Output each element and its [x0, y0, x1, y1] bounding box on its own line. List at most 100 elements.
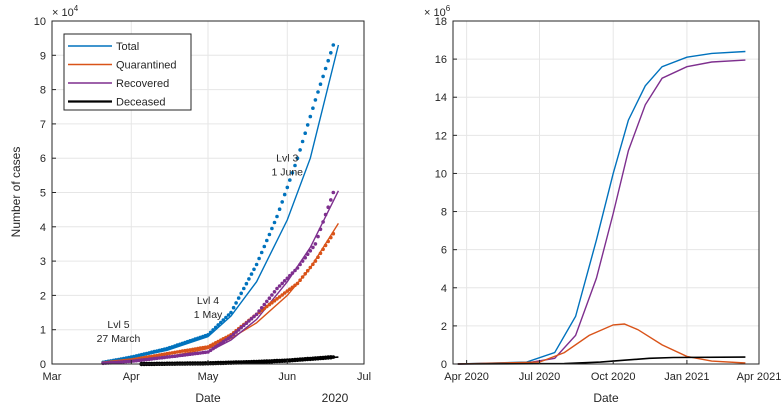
data-point	[170, 354, 174, 359]
y-tick-label: 0	[441, 359, 447, 371]
annotation-label: Lvl 3	[276, 153, 298, 165]
data-point	[313, 259, 318, 263]
data-point	[308, 114, 313, 119]
data-point	[167, 355, 172, 359]
y-tick-label: 3	[40, 256, 46, 268]
data-point	[303, 131, 308, 135]
data-point	[267, 232, 272, 237]
data-point	[303, 255, 308, 260]
series-line	[457, 59, 746, 365]
data-point	[290, 171, 295, 175]
data-point	[265, 238, 269, 243]
legend-label: Recovered	[116, 78, 169, 90]
data-point	[280, 293, 285, 297]
y-tick-label: 10	[435, 168, 447, 180]
data-point	[285, 185, 290, 190]
data-point	[236, 328, 241, 332]
y-tick-label: 8	[40, 85, 46, 97]
right-grid	[453, 20, 760, 365]
y-tick-label: 16	[435, 54, 447, 66]
y-tick-label: 6	[40, 153, 46, 165]
left-y-label: Number of cases	[9, 147, 23, 238]
y-tick-label: 2	[441, 321, 447, 333]
left-x-label: Date	[195, 391, 221, 405]
data-point	[119, 360, 123, 364]
data-point	[323, 212, 328, 217]
data-point	[321, 247, 325, 252]
data-point	[311, 245, 315, 250]
data-point	[114, 360, 118, 365]
data-point	[295, 281, 300, 286]
data-point	[236, 296, 241, 300]
data-point	[285, 289, 290, 293]
x-tick-label: May	[198, 371, 219, 383]
data-point	[211, 328, 215, 332]
data-point	[311, 106, 315, 110]
data-point	[282, 291, 287, 295]
right-chart: 0 2 4 6 8 10 12 14 16 18 Apr 2020 Jul 2020 Oct 2020…	[424, 4, 781, 405]
data-point	[331, 231, 336, 236]
data-point	[134, 358, 139, 363]
y-tick-label: 5	[40, 188, 46, 200]
y-tick-label: 14	[435, 92, 447, 104]
data-point	[257, 309, 261, 313]
data-point	[331, 355, 336, 359]
legend-label: Total	[116, 41, 139, 53]
data-point	[267, 296, 272, 301]
data-point	[326, 58, 331, 63]
y-tick-label: 4	[40, 222, 46, 234]
data-point	[321, 220, 325, 224]
left-series-points	[101, 43, 336, 367]
data-point	[254, 312, 259, 317]
data-point	[288, 273, 292, 278]
data-point	[316, 234, 320, 239]
data-point	[259, 250, 264, 255]
data-point	[318, 251, 323, 256]
data-point	[247, 319, 251, 323]
data-point	[265, 299, 269, 304]
data-point	[213, 345, 218, 349]
series-line	[457, 50, 746, 365]
data-point	[252, 314, 256, 319]
data-point	[244, 321, 249, 326]
data-point	[272, 299, 277, 303]
data-point	[272, 290, 277, 294]
data-point	[239, 291, 243, 296]
legend-label: Deceased	[116, 97, 166, 109]
right-y-exponent: × 106	[424, 4, 451, 19]
data-point	[121, 360, 126, 364]
data-point	[305, 252, 310, 256]
data-point	[229, 310, 233, 315]
data-point	[329, 51, 333, 55]
data-point	[270, 293, 274, 297]
left-x-year-label: 2020	[322, 391, 349, 405]
data-point	[149, 357, 154, 361]
data-point	[126, 359, 131, 364]
data-point	[290, 271, 295, 275]
data-point	[295, 156, 300, 160]
data-point	[277, 284, 282, 288]
data-point	[329, 198, 333, 202]
data-point	[244, 281, 249, 286]
x-tick-label: Oct 2020	[591, 371, 636, 383]
data-point	[300, 275, 305, 279]
y-tick-label: 4	[441, 283, 447, 295]
x-tick-label: Apr	[123, 371, 140, 383]
y-tick-label: 6	[441, 245, 447, 257]
data-point	[316, 90, 320, 94]
y-tick-label: 10	[34, 16, 46, 28]
data-point	[311, 262, 315, 267]
data-point	[267, 302, 272, 307]
data-point	[211, 346, 215, 351]
y-tick-label: 12	[435, 130, 447, 142]
right-y-ticks: 0 2 4 6 8 10 12 14 16 18	[435, 16, 457, 371]
data-point	[316, 255, 320, 259]
data-point	[275, 286, 279, 291]
data-point	[318, 82, 323, 86]
data-point	[326, 239, 331, 244]
data-point	[308, 265, 313, 270]
data-point	[254, 262, 259, 267]
data-point	[282, 192, 287, 197]
y-tick-label: 1	[40, 325, 46, 337]
data-point	[208, 330, 213, 335]
